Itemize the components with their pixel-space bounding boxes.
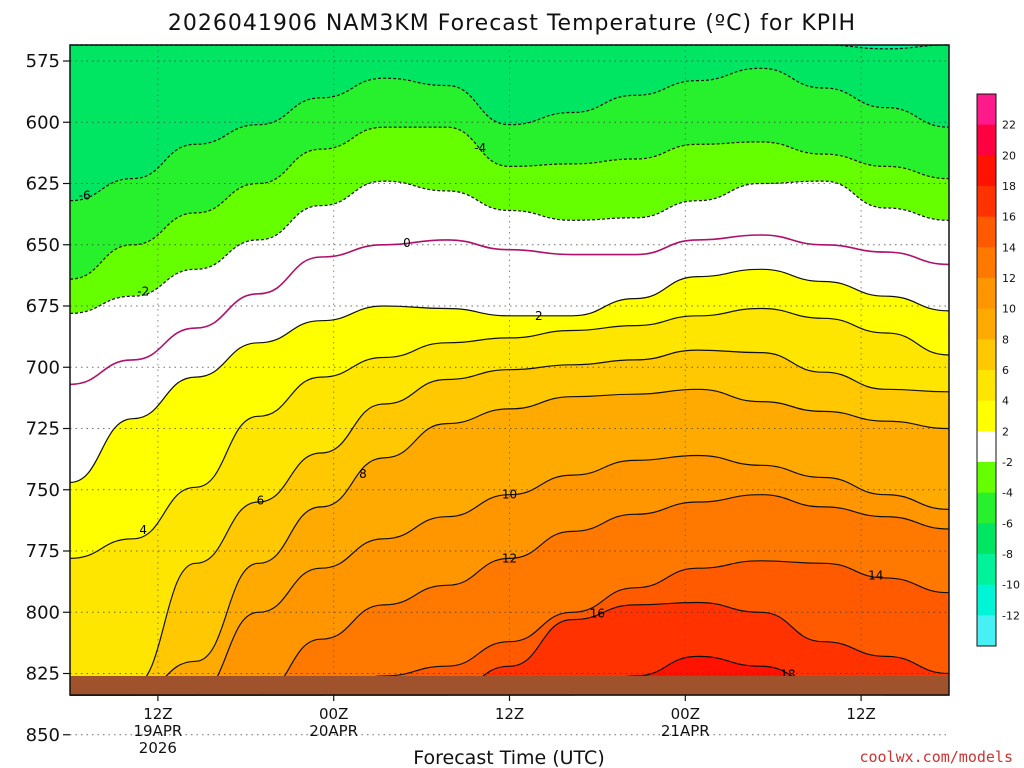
time-tick-label: 12Z bbox=[143, 705, 172, 723]
isotherm-line bbox=[69, 180, 950, 314]
pressure-tick-label: 650 bbox=[26, 235, 60, 256]
credit-text: coolwx.com/models bbox=[859, 748, 1013, 766]
colorbar-tick-label: -2 bbox=[1002, 456, 1013, 469]
pressure-tick-label: 600 bbox=[26, 112, 60, 133]
colorbar-swatch bbox=[977, 492, 996, 524]
colorbar-swatch bbox=[977, 523, 996, 555]
colorbar-tick-label: 8 bbox=[1002, 333, 1009, 346]
isotherm-line bbox=[69, 307, 950, 559]
pressure-tick-label: 675 bbox=[26, 296, 60, 317]
pressure-tick-label: 625 bbox=[26, 174, 60, 195]
time-tick-label: 00Z bbox=[319, 705, 348, 723]
colorbar-swatch bbox=[977, 615, 996, 647]
colorbar-swatch bbox=[977, 216, 996, 248]
pressure-axis: 575 600 625 650 675 700 725 750 775 800 825 850 bbox=[26, 51, 70, 746]
colorbar-tick-label: -8 bbox=[1002, 548, 1013, 561]
isotherm-label: 2 bbox=[535, 309, 543, 323]
grid-layer bbox=[70, 45, 949, 736]
colorbar-swatch bbox=[977, 247, 996, 279]
isotherm-line bbox=[70, 388, 950, 696]
pressure-tick-label: 725 bbox=[26, 419, 60, 440]
colorbar-tick-label: 2 bbox=[1002, 425, 1009, 438]
colorbar-tick-label: 12 bbox=[1002, 272, 1016, 285]
isotherm-label: -2 bbox=[137, 285, 149, 299]
pressure-tick-label: 800 bbox=[26, 602, 60, 623]
colorbar-swatch bbox=[977, 554, 996, 586]
colorbar-tick-label: 4 bbox=[1002, 395, 1009, 408]
colorbar-tick-label: 10 bbox=[1002, 303, 1016, 316]
pressure-tick-label: 850 bbox=[26, 725, 60, 746]
date-tick-label: 19APR bbox=[133, 722, 182, 740]
isotherm-label: -6 bbox=[79, 189, 91, 203]
colorbar-tick-label: -6 bbox=[1002, 517, 1013, 530]
pressure-tick-label: 700 bbox=[26, 357, 60, 378]
colorbar-tick-label: -10 bbox=[1002, 579, 1020, 592]
isotherm-label: 0 bbox=[403, 236, 411, 250]
colorbar-swatch bbox=[977, 400, 996, 432]
colorbar-swatch bbox=[977, 308, 996, 340]
pressure-tick-label: 775 bbox=[26, 541, 60, 562]
colorbar-tick-label: 22 bbox=[1002, 119, 1016, 132]
colorbar-legend: 22 20 18 16 14 12 10 8 6 4 2 -2 -4 -6 -8 -10 -12 bbox=[976, 93, 1020, 647]
isotherm-label: 12 bbox=[502, 551, 517, 565]
colorbar-swatch bbox=[977, 370, 996, 402]
colorbar-swatch bbox=[977, 186, 996, 218]
colorbar-tick-label: 18 bbox=[1002, 180, 1016, 193]
colorbar-tick-label: 16 bbox=[1002, 211, 1016, 224]
colorbar-tick-label: -4 bbox=[1002, 487, 1013, 500]
date-tick-label: 21APR bbox=[661, 722, 710, 740]
isotherm-line bbox=[69, 268, 950, 483]
isotherm-label: 14 bbox=[868, 569, 883, 583]
isotherm-label: 10 bbox=[502, 488, 517, 502]
pressure-tick-label: 750 bbox=[26, 480, 60, 501]
pressure-tick-label: 825 bbox=[26, 664, 60, 685]
isotherm-line bbox=[70, 454, 950, 696]
pressure-tick-label: 575 bbox=[26, 51, 60, 72]
colorbar-swatch bbox=[977, 431, 996, 463]
time-tick-label: 12Z bbox=[846, 705, 875, 723]
colorbar-swatch bbox=[977, 462, 996, 494]
terrain-layer bbox=[70, 676, 949, 695]
colorbar-swatch bbox=[977, 124, 996, 156]
time-tick-label: 00Z bbox=[671, 705, 700, 723]
date-tick-label: 20APR bbox=[309, 722, 358, 740]
isotherm-label: 6 bbox=[257, 493, 265, 507]
time-tick-label: 12Z bbox=[495, 705, 524, 723]
terrain-bar bbox=[70, 676, 949, 695]
isotherm-line bbox=[69, 234, 950, 386]
colorbar-tick-label: 6 bbox=[1002, 364, 1009, 377]
colorbar-swatch bbox=[977, 94, 996, 126]
colorbar-swatch bbox=[977, 584, 996, 616]
isotherm-label: -4 bbox=[474, 141, 486, 155]
isotherm-line bbox=[69, 126, 950, 280]
isotherm-line bbox=[69, 349, 950, 696]
colorbar-swatch bbox=[977, 278, 996, 310]
colorbar-swatch bbox=[977, 339, 996, 371]
colorbar-border bbox=[976, 93, 997, 647]
chart-title: 2026041906 NAM3KM Forecast Temperature (… bbox=[168, 11, 856, 36]
colorbar-tick-label: 14 bbox=[1002, 241, 1016, 254]
colorbar-swatch bbox=[977, 155, 996, 187]
isotherm-label: 16 bbox=[590, 607, 605, 621]
isotherm-label: 4 bbox=[139, 523, 147, 537]
colorbar-tick-label: -12 bbox=[1002, 609, 1020, 622]
year-tick-label: 2026 bbox=[139, 739, 177, 757]
isotherm-label: 8 bbox=[359, 467, 367, 481]
colorbar-tick-label: 20 bbox=[1002, 149, 1016, 162]
x-axis-label: Forecast Time (UTC) bbox=[413, 747, 604, 768]
